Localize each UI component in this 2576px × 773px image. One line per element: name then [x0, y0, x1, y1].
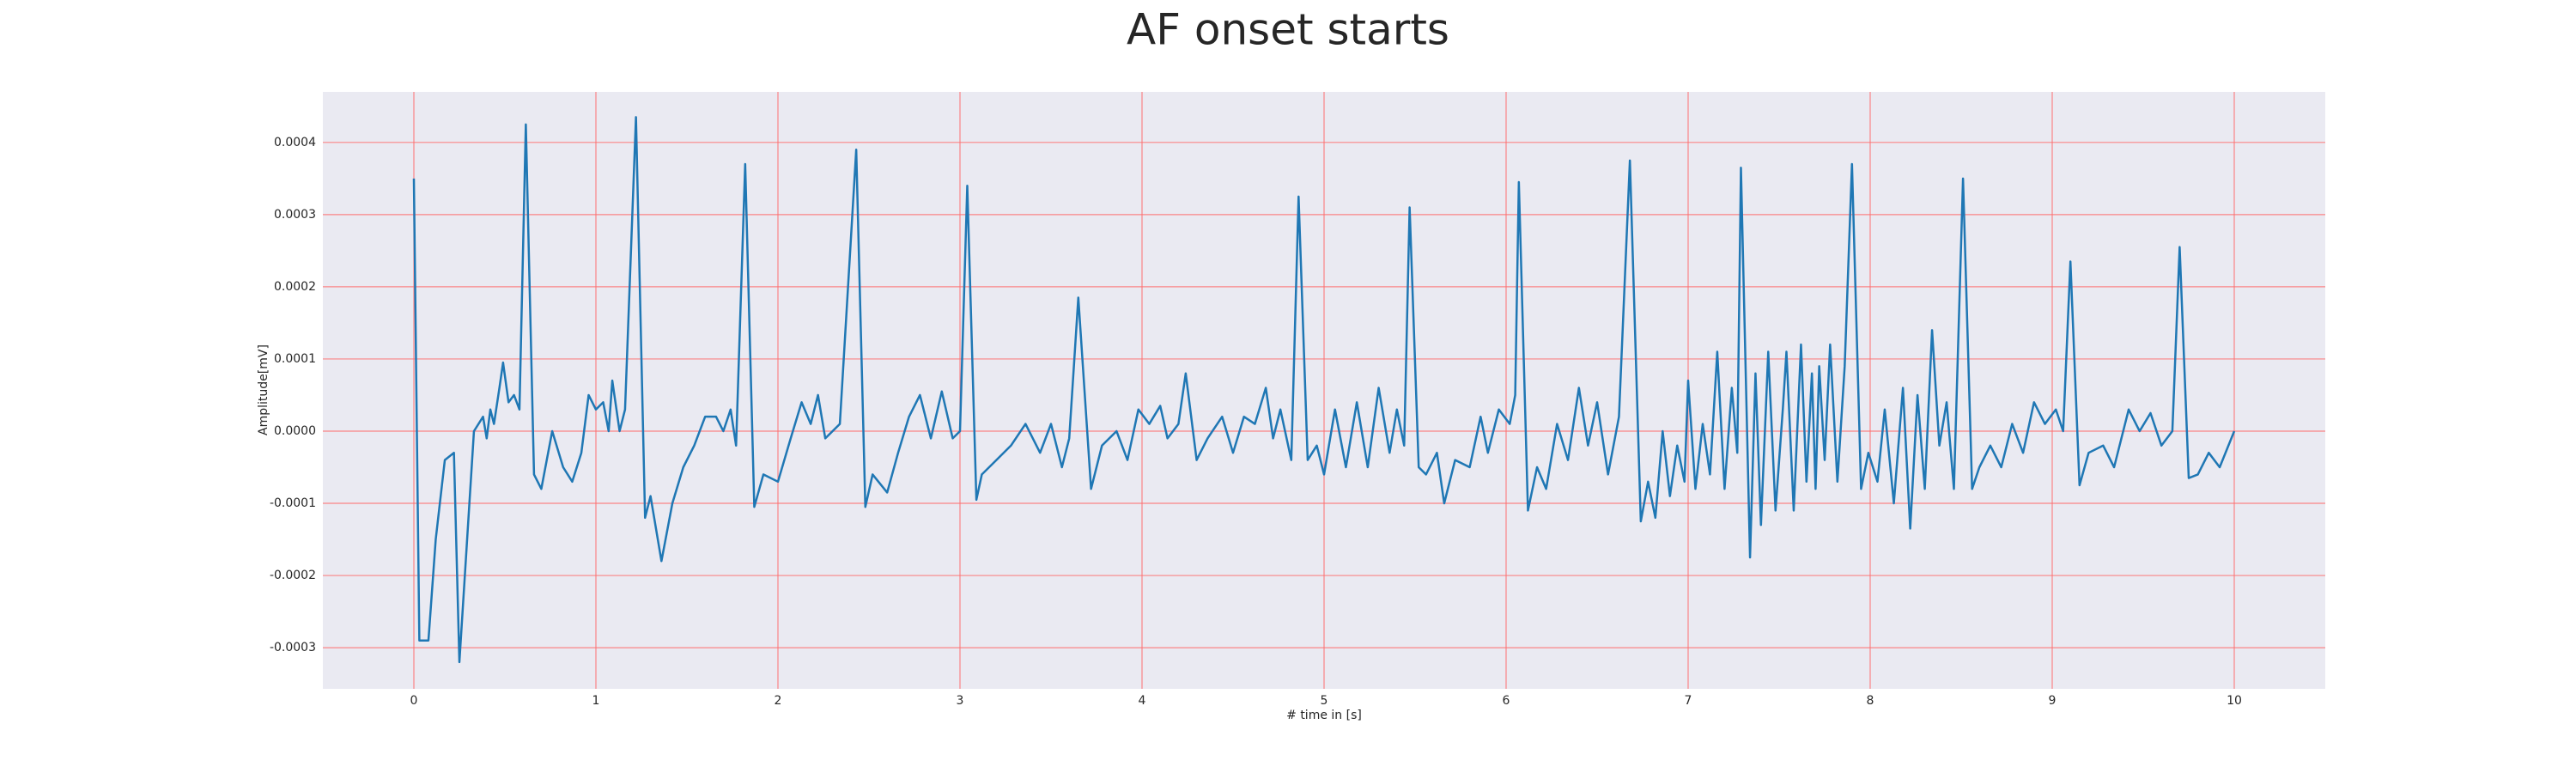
tick-labels: 0 1 2 3 4 5 6 7 8 9 10 -0.0003 -0.0002 -0.0001 0.0000 0… — [270, 136, 2242, 708]
x-tick-label: 9 — [2049, 694, 2057, 708]
x-tick-label: 4 — [1139, 694, 1146, 708]
y-tick-label: -0.0001 — [270, 496, 316, 510]
plot-lines — [412, 116, 2236, 664]
grid — [323, 92, 2325, 689]
x-tick-label: 6 — [1503, 694, 1510, 708]
y-tick-label: -0.0002 — [270, 569, 316, 582]
y-tick-label: -0.0003 — [270, 641, 316, 654]
x-tick-label: 5 — [1321, 694, 1328, 708]
x-tick-label: 8 — [1867, 694, 1874, 708]
x-tick-label: 3 — [957, 694, 964, 708]
x-tick-label: 0 — [410, 694, 418, 708]
y-axis-label: Amplitude[mV] — [257, 344, 270, 435]
y-tick-label: 0.0003 — [274, 208, 316, 222]
y-tick-label: 0.0001 — [274, 352, 316, 366]
signal-line — [412, 116, 2236, 664]
y-tick-label: 0.0000 — [274, 424, 316, 438]
x-tick-label: 10 — [2227, 694, 2242, 708]
x-tick-label: 7 — [1685, 694, 1692, 708]
y-tick-label: 0.0002 — [274, 280, 316, 294]
x-axis-label: # time in [s] — [1286, 709, 1362, 722]
x-tick-label: 1 — [592, 694, 600, 708]
x-tick-label: 2 — [775, 694, 782, 708]
y-tick-label: 0.0004 — [274, 136, 316, 149]
chart-title: AF onset starts — [1127, 5, 1449, 55]
